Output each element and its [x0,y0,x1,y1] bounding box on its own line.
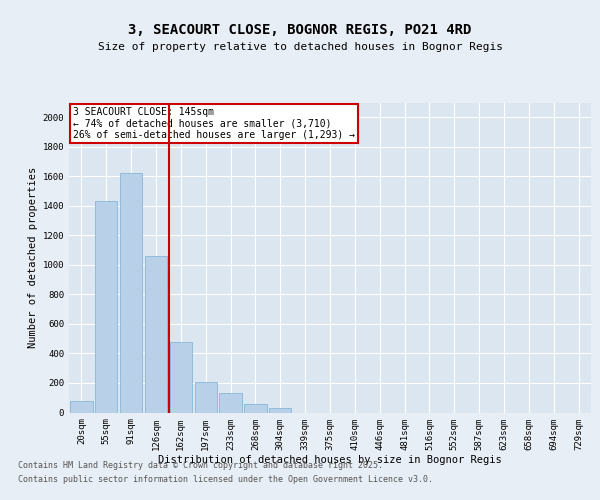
Y-axis label: Number of detached properties: Number of detached properties [28,167,38,348]
Text: Contains HM Land Registry data © Crown copyright and database right 2025.: Contains HM Land Registry data © Crown c… [18,462,383,470]
Bar [220,394,242,412]
Text: 3, SEACOURT CLOSE, BOGNOR REGIS, PO21 4RD: 3, SEACOURT CLOSE, BOGNOR REGIS, PO21 4R… [128,22,472,36]
Text: 3 SEACOURT CLOSE: 145sqm
← 74% of detached houses are smaller (3,710)
26% of sem: 3 SEACOURT CLOSE: 145sqm ← 74% of detach… [73,106,355,140]
Bar [120,174,142,412]
Bar [70,402,92,412]
Bar [170,342,192,412]
Text: Contains public sector information licensed under the Open Government Licence v3: Contains public sector information licen… [18,476,433,484]
Bar [194,382,217,412]
Bar [95,202,118,412]
Bar [244,404,266,412]
Bar [269,408,292,412]
Bar [145,256,167,412]
X-axis label: Distribution of detached houses by size in Bognor Regis: Distribution of detached houses by size … [158,455,502,465]
Text: Size of property relative to detached houses in Bognor Regis: Size of property relative to detached ho… [97,42,503,52]
